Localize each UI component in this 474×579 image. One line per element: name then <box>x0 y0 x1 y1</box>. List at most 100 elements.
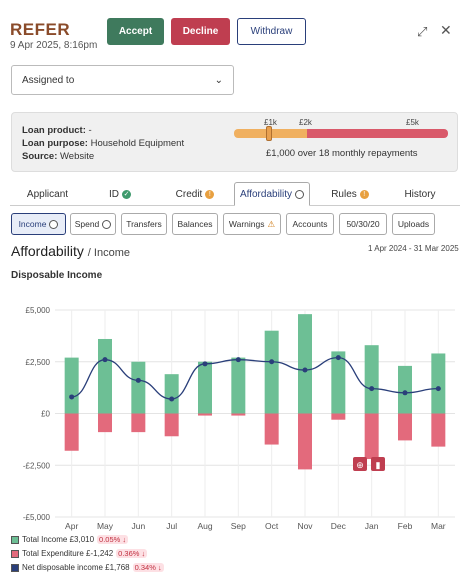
legend-income: Total Income £3,010 0.05% ↓ <box>11 535 129 544</box>
x-tick-label: Mar <box>431 521 446 531</box>
net-income-point <box>69 394 75 400</box>
net-income-point <box>302 367 308 373</box>
svg-text:▮: ▮ <box>376 460 381 470</box>
globe-icon[interactable] <box>353 457 367 471</box>
loan-amount-slider-handle[interactable] <box>266 126 272 141</box>
legend-swatch <box>11 535 19 544</box>
tab-rules[interactable]: Rules! <box>315 182 385 206</box>
warning-icon: ⚠ <box>267 218 276 229</box>
y-tick-label: -£5,000 <box>23 513 51 522</box>
legend-swatch <box>11 563 19 572</box>
accept-button[interactable]: Accept <box>107 18 164 45</box>
bar-expenditure <box>364 413 379 460</box>
bar-income <box>364 345 379 414</box>
x-tick-label: Dec <box>331 521 347 531</box>
chart-title: Disposable Income <box>11 270 103 281</box>
scale-label-2k: £2k <box>299 118 312 127</box>
bar-income <box>298 314 312 414</box>
bar-income <box>231 357 246 414</box>
legend-net: Net disposable income £1,768 0.34% ↓ <box>11 563 164 572</box>
loan-purpose: Loan purpose: Household Equipment <box>22 138 185 149</box>
chart-action-icons: ⊕ ▮ <box>353 457 385 471</box>
bar-income <box>264 330 279 414</box>
y-tick-label: £0 <box>41 410 50 419</box>
x-tick-label: Jul <box>166 521 177 531</box>
bar-income <box>164 374 179 414</box>
bar-expenditure <box>64 413 79 451</box>
application-date: 9 Apr 2025, 8:16pm <box>10 40 98 51</box>
bar-income <box>398 365 412 414</box>
x-tick-label: Apr <box>65 521 78 531</box>
x-tick-label: Jan <box>365 521 379 531</box>
circle-icon <box>49 219 59 229</box>
net-income-point <box>369 386 375 392</box>
bar-expenditure <box>298 413 312 470</box>
bar-income <box>431 353 446 414</box>
page-title: REFER <box>10 20 71 39</box>
net-income-point <box>402 390 408 396</box>
y-tick-label: -£2,500 <box>23 461 51 470</box>
subtab-accounts[interactable]: Accounts <box>286 213 334 235</box>
x-tick-label: Aug <box>197 521 212 531</box>
bar-expenditure <box>264 413 279 445</box>
subtab-warnings[interactable]: Warnings ⚠ <box>223 213 281 235</box>
net-income-line <box>71 356 439 400</box>
tab-affordability[interactable]: Affordability <box>234 182 310 206</box>
bar-income <box>64 357 79 414</box>
chevron-down-icon: ⌄ <box>214 74 223 86</box>
check-icon: ✓ <box>122 189 131 199</box>
x-tick-label: Nov <box>297 521 313 531</box>
scale-label-1k: £1k <box>264 118 277 127</box>
withdraw-button[interactable]: Withdraw <box>237 18 306 45</box>
delete-icon[interactable] <box>371 457 385 471</box>
subtab-uploads[interactable]: Uploads <box>392 213 435 235</box>
tab-history[interactable]: History <box>404 188 436 200</box>
x-tick-label: Sep <box>231 521 246 531</box>
x-tick-label: Jun <box>131 521 145 531</box>
bar-income <box>331 351 346 414</box>
bar-expenditure <box>131 413 146 433</box>
bar-expenditure <box>231 413 246 416</box>
bar-expenditure <box>198 413 212 416</box>
bar-expenditure <box>164 413 179 437</box>
x-tick-label: May <box>97 521 114 531</box>
bar-expenditure <box>331 413 346 420</box>
circle-icon <box>295 189 305 199</box>
disposable-income-chart: £5,000 £2,500 £0 -£2,500 -£5,000 Apr May Jun Jul… <box>23 306 455 531</box>
decline-button[interactable]: Decline <box>171 18 230 45</box>
close-icon[interactable]: ✕ <box>440 22 452 38</box>
bar-expenditure <box>431 413 446 447</box>
subtab-balances[interactable]: Balances <box>172 213 218 235</box>
legend-swatch <box>11 549 19 558</box>
scale-label-5k: £5k <box>406 118 419 127</box>
loan-product: Loan product: - <box>22 125 92 136</box>
loan-source: Source: Website <box>22 151 95 162</box>
subtab-spend[interactable]: Spend <box>70 213 116 235</box>
alert-icon: ! <box>205 189 215 199</box>
legend-expenditure: Total Expenditure £-1,242 0.36% ↓ <box>11 549 148 558</box>
loan-range-bar-high <box>307 129 448 138</box>
subtab-income[interactable]: Income <box>11 213 66 235</box>
bar-income <box>198 361 212 414</box>
assigned-to-label: Assigned to <box>22 74 75 86</box>
svg-text:⊕: ⊕ <box>356 460 364 470</box>
net-income-point <box>169 396 175 402</box>
expand-icon[interactable]: ⤢ <box>417 24 428 39</box>
bar-income <box>98 338 112 414</box>
subtab-transfers[interactable]: Transfers <box>121 213 167 235</box>
circle-icon <box>102 219 112 229</box>
alert-icon: ! <box>359 189 369 199</box>
net-income-point <box>335 355 341 361</box>
main-tabs: Applicant ID ✓ Credit! Affordability Rule… <box>10 182 460 206</box>
x-tick-label: Oct <box>265 521 279 531</box>
subtab-50-30-20[interactable]: 50/30/20 <box>339 213 387 235</box>
assigned-to-select[interactable]: Assigned to ⌄ <box>11 65 234 95</box>
tab-id[interactable]: ID ✓ <box>109 188 131 200</box>
net-income-point <box>102 357 108 363</box>
section-title: Affordability / Income <box>11 243 130 259</box>
tab-credit[interactable]: Credit! <box>160 182 230 206</box>
tab-applicant[interactable]: Applicant <box>26 188 69 200</box>
net-income-point <box>202 361 208 367</box>
loan-summary: Loan product: - Loan purpose: Household … <box>11 112 458 172</box>
bar-expenditure <box>98 413 112 433</box>
